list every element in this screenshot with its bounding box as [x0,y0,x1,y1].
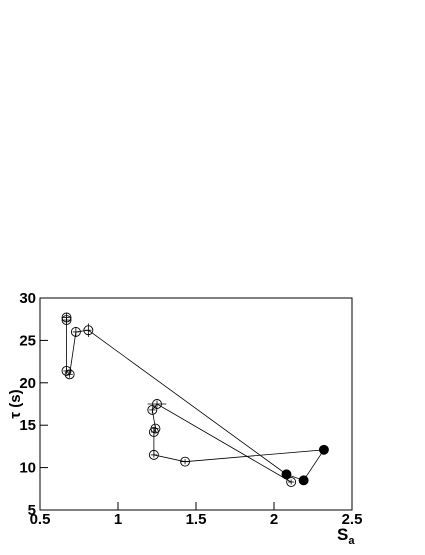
data-point [318,444,329,455]
y-axis-label: τ (s) [7,389,24,418]
y-tick-label: 10 [19,460,36,477]
data-point [61,315,72,325]
data-point [83,325,94,336]
data-point [61,365,72,376]
y-tick-label: 15 [19,417,36,434]
x-tick-label: 2.5 [342,511,363,528]
x-tick-label: 0.5 [30,511,51,528]
data-point [148,449,159,460]
y-tick-label: 30 [19,290,36,307]
data-point [180,456,191,467]
data-point [64,369,75,380]
series-line [66,317,325,483]
x-tick-label: 1 [114,511,122,528]
x-tick-label: 1.5 [186,511,207,528]
data-point [70,326,81,337]
data-point [152,399,162,409]
x-axis-label-main: S [337,525,348,544]
data-point [150,423,161,434]
y-tick-label: 5 [28,502,36,519]
data-point [286,477,297,487]
x-tick-label: 2 [270,511,278,528]
data-point [281,469,292,480]
y-tick-label: 20 [19,375,36,392]
data-point [298,475,309,486]
y-tick-label: 25 [19,332,36,349]
x-axis-label: Sa [337,525,355,547]
x-axis-label-sub: a [348,535,355,547]
